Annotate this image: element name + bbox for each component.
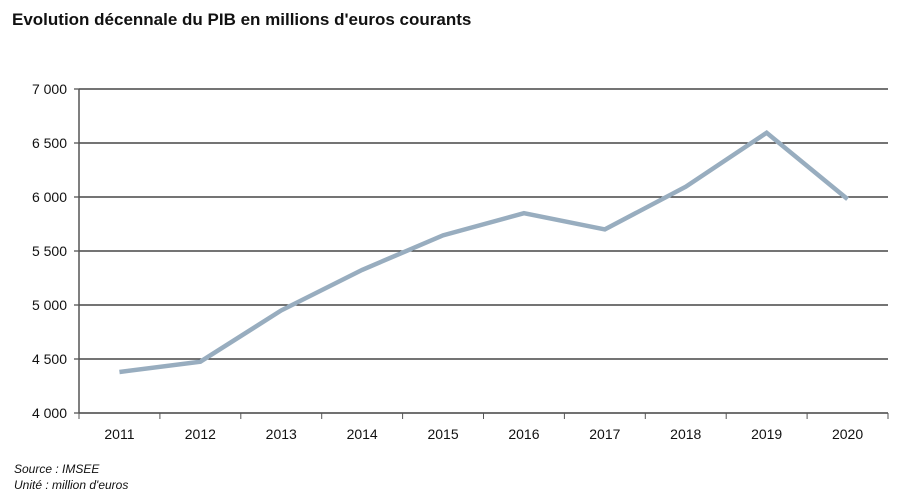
chart-title: Evolution décennale du PIB en millions d…: [12, 10, 472, 29]
y-tick-label: 4 500: [32, 351, 67, 367]
x-tick-label: 2011: [104, 426, 134, 442]
x-tick-label: 2016: [508, 426, 539, 442]
y-tick-label: 6 000: [32, 189, 67, 205]
x-tick-label: 2014: [347, 426, 378, 442]
unit-note: Unité : million d'euros: [14, 478, 129, 492]
y-tick-label: 5 000: [32, 297, 67, 313]
x-tick-label: 2019: [751, 426, 782, 442]
y-tick-label: 5 500: [32, 243, 67, 259]
x-tick-label: 2020: [832, 426, 863, 442]
y-tick-label: 6 500: [32, 135, 67, 151]
x-tick-label: 2018: [670, 426, 701, 442]
x-tick-label: 2012: [185, 426, 216, 442]
series-line: [119, 129, 849, 375]
x-tick-label: 2013: [266, 426, 297, 442]
x-tick-label: 2015: [427, 426, 458, 442]
x-tick-label: 2017: [589, 426, 620, 442]
y-tick-label: 4 000: [32, 405, 67, 421]
y-tick-label: 7 000: [32, 81, 67, 97]
source-note: Source : IMSEE: [14, 462, 100, 476]
